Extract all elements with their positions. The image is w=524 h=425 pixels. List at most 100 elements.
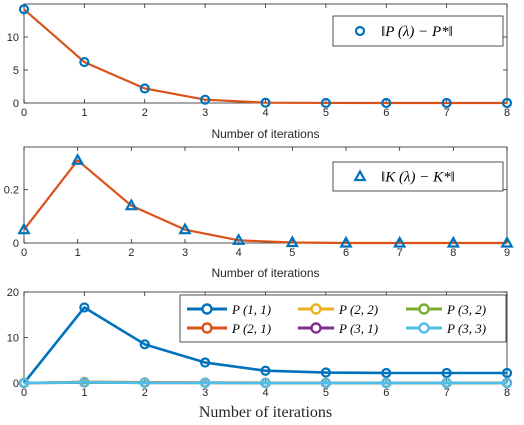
x-tick-label: 3 — [202, 387, 208, 399]
data-point — [79, 56, 90, 68]
data-point — [320, 367, 331, 378]
data-point — [139, 339, 150, 350]
x-tick-label: 7 — [444, 107, 450, 119]
x-tick-label: 3 — [202, 107, 208, 119]
x-tick-label: 6 — [383, 387, 389, 399]
x-tick-label: 7 — [444, 387, 450, 399]
y-tick-label: 5 — [13, 65, 19, 77]
x-tick-label: 1 — [75, 247, 81, 259]
data-point — [232, 233, 246, 245]
y-tick-label: 0.2 — [4, 185, 19, 197]
data-point — [441, 367, 452, 379]
data-point — [124, 198, 138, 211]
data-point — [79, 302, 90, 313]
data-point — [178, 222, 192, 235]
x-tick-label: 0 — [21, 387, 27, 399]
data-point — [381, 367, 392, 379]
x-tick-label: 4 — [262, 107, 268, 119]
y-tick-label: 10 — [7, 32, 19, 44]
legend-box — [179, 294, 507, 343]
y-tick-label: 0 — [13, 238, 19, 250]
x-tick-label: 5 — [289, 247, 295, 259]
x-tick-label: 1 — [81, 387, 87, 399]
legend-marker — [201, 322, 213, 334]
x-tick-label: 3 — [182, 247, 188, 259]
data-point — [393, 235, 407, 248]
data-point — [381, 377, 392, 389]
x-tick-label: 1 — [81, 107, 87, 119]
y-tick-label: 10 — [7, 333, 19, 345]
x-tick-label: 7 — [397, 247, 403, 259]
data-point — [446, 235, 460, 248]
data-point — [139, 83, 150, 94]
x-tick-label: 2 — [142, 387, 148, 399]
y-tick-label: 0 — [13, 378, 19, 390]
x-tick-label: 8 — [450, 247, 456, 259]
x-tick-label: 4 — [236, 247, 242, 259]
data-point — [441, 377, 452, 389]
legend-marker — [353, 169, 367, 182]
data-point — [139, 377, 150, 388]
data-point — [320, 97, 331, 109]
data-point — [18, 377, 30, 389]
y-tick-label: 20 — [7, 287, 19, 299]
data-point — [71, 153, 85, 165]
legend: P (1, 1) P (2, 2) P (3, 2) P (2, 1) P (3, 1)… — [179, 294, 507, 343]
legend-label: P (2, 2) — [338, 302, 378, 317]
data-point — [260, 97, 271, 108]
x-tick-label: 6 — [343, 247, 349, 259]
x-axis-label: Number of iterations — [199, 404, 332, 421]
x-tick-label: 6 — [383, 107, 389, 119]
data-point — [18, 4, 30, 15]
data-point — [260, 365, 271, 376]
x-axis-label: Number of iterations — [211, 266, 319, 280]
data-point — [441, 97, 452, 109]
data-point — [500, 235, 514, 248]
data-point — [17, 222, 31, 235]
legend-label: ‖K (λ) − K*‖ — [381, 170, 455, 186]
legend-marker — [201, 303, 213, 315]
data-point — [79, 377, 90, 388]
chart-panel-3: 0 1 2 3 4 5 6 7 8 0 10 20 Number of iterations P (1, … — [7, 287, 513, 421]
legend-marker — [354, 25, 366, 37]
legend-box — [332, 15, 504, 47]
legend-label: P (3, 2) — [446, 302, 486, 317]
data-point — [501, 97, 513, 109]
legend-marker — [310, 303, 322, 315]
data-point — [501, 367, 513, 379]
x-tick-label: 2 — [128, 247, 134, 259]
legend-label: P (3, 3) — [446, 321, 486, 336]
chart-panel-1: 0 1 2 3 4 5 6 7 8 0 5 10 Number of iterations ‖P (λ) … — [7, 3, 513, 141]
data-point — [200, 94, 211, 105]
x-tick-label: 9 — [504, 247, 510, 259]
legend-label: P (3, 1) — [338, 321, 378, 336]
y-tick-label: 0 — [13, 98, 19, 110]
x-axis-label: Number of iterations — [211, 127, 319, 141]
data-point — [200, 377, 211, 388]
data-point — [285, 235, 299, 248]
data-point — [260, 377, 271, 389]
x-tick-label: 0 — [21, 107, 27, 119]
x-tick-label: 0 — [21, 247, 27, 259]
plot-area — [23, 146, 508, 244]
series-line-1 — [23, 159, 507, 245]
data-point — [381, 97, 392, 109]
x-tick-label: 2 — [142, 107, 148, 119]
legend-marker — [418, 303, 430, 315]
x-tick-label: 8 — [504, 387, 510, 399]
legend-box — [332, 161, 504, 192]
data-point — [339, 235, 353, 248]
x-tick-label: 8 — [504, 107, 510, 119]
chart-panel-2: 0 1 2 3 4 5 6 7 8 9 0 0.2 Number of iterations ‖K (λ)… — [4, 146, 514, 280]
legend-marker — [310, 322, 322, 334]
legend-marker — [418, 322, 430, 334]
legend-label: P (1, 1) — [231, 302, 271, 317]
legend: ‖P (λ) − P*‖ — [332, 15, 504, 47]
legend: ‖K (λ) − K*‖ — [332, 161, 504, 192]
legend-label: ‖P (λ) − P*‖ — [381, 24, 453, 40]
series-line-6 — [23, 381, 507, 385]
x-tick-label: 5 — [323, 107, 329, 119]
x-tick-label: 5 — [323, 387, 329, 399]
data-point — [200, 357, 211, 368]
